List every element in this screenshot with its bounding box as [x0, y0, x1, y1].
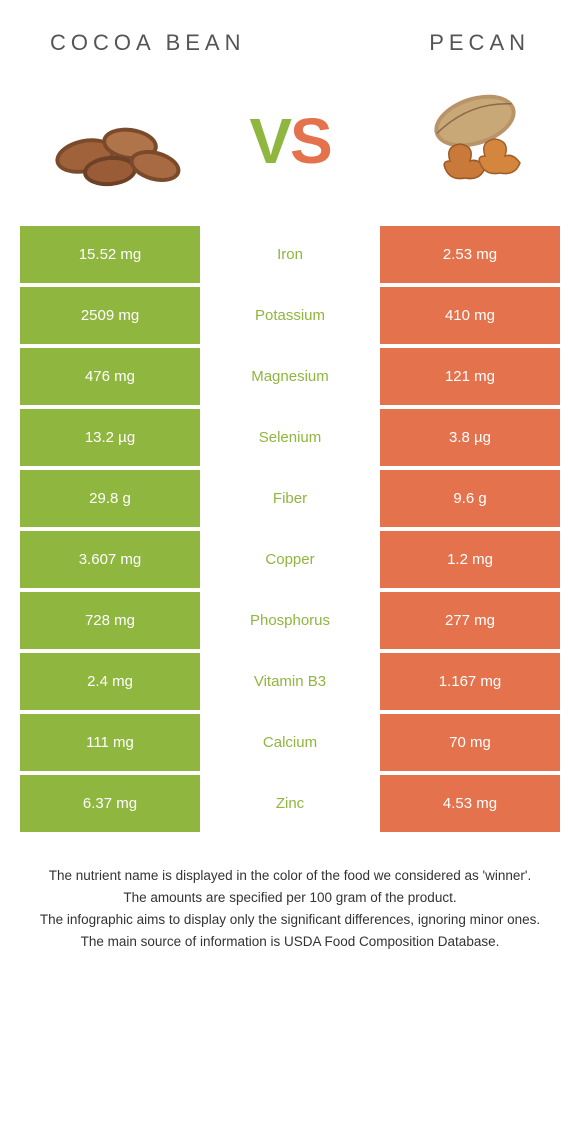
- nutrient-label: Copper: [200, 531, 380, 588]
- table-row: 2.4 mgVitamin B31.167 mg: [20, 653, 560, 710]
- right-value: 410 mg: [380, 287, 560, 344]
- left-value: 29.8 g: [20, 470, 200, 527]
- right-value: 2.53 mg: [380, 226, 560, 283]
- comparison-table: 15.52 mgIron2.53 mg2509 mgPotassium410 m…: [0, 226, 580, 832]
- table-row: 6.37 mgZinc4.53 mg: [20, 775, 560, 832]
- table-row: 13.2 µgSelenium3.8 µg: [20, 409, 560, 466]
- left-title: COCOA BEAN: [50, 30, 245, 56]
- left-value: 13.2 µg: [20, 409, 200, 466]
- nutrient-label: Selenium: [200, 409, 380, 466]
- title-row: COCOA BEAN PECAN: [0, 0, 580, 66]
- left-value: 2509 mg: [20, 287, 200, 344]
- left-value: 111 mg: [20, 714, 200, 771]
- right-value: 1.2 mg: [380, 531, 560, 588]
- footer-line: The infographic aims to display only the…: [25, 910, 555, 931]
- table-row: 728 mgPhosphorus277 mg: [20, 592, 560, 649]
- table-row: 29.8 gFiber9.6 g: [20, 470, 560, 527]
- footer-line: The main source of information is USDA F…: [25, 932, 555, 953]
- cocoa-bean-image: [40, 86, 190, 196]
- vs-label: VS: [249, 104, 330, 178]
- right-value: 70 mg: [380, 714, 560, 771]
- nutrient-label: Magnesium: [200, 348, 380, 405]
- table-row: 2509 mgPotassium410 mg: [20, 287, 560, 344]
- nutrient-label: Potassium: [200, 287, 380, 344]
- right-value: 3.8 µg: [380, 409, 560, 466]
- table-row: 15.52 mgIron2.53 mg: [20, 226, 560, 283]
- footer-line: The nutrient name is displayed in the co…: [25, 866, 555, 887]
- right-value: 4.53 mg: [380, 775, 560, 832]
- infographic: COCOA BEAN PECAN VS: [0, 0, 580, 1144]
- left-value: 728 mg: [20, 592, 200, 649]
- table-row: 3.607 mgCopper1.2 mg: [20, 531, 560, 588]
- nutrient-label: Iron: [200, 226, 380, 283]
- right-value: 1.167 mg: [380, 653, 560, 710]
- footer-notes: The nutrient name is displayed in the co…: [0, 836, 580, 953]
- nutrient-label: Fiber: [200, 470, 380, 527]
- footer-line: The amounts are specified per 100 gram o…: [25, 888, 555, 909]
- left-value: 2.4 mg: [20, 653, 200, 710]
- pecan-image: [390, 86, 540, 196]
- nutrient-label: Calcium: [200, 714, 380, 771]
- left-value: 3.607 mg: [20, 531, 200, 588]
- right-value: 9.6 g: [380, 470, 560, 527]
- table-row: 476 mgMagnesium121 mg: [20, 348, 560, 405]
- hero-row: VS: [0, 66, 580, 226]
- table-row: 111 mgCalcium70 mg: [20, 714, 560, 771]
- right-value: 277 mg: [380, 592, 560, 649]
- nutrient-label: Vitamin B3: [200, 653, 380, 710]
- left-value: 476 mg: [20, 348, 200, 405]
- right-title: PECAN: [429, 30, 530, 56]
- nutrient-label: Phosphorus: [200, 592, 380, 649]
- right-value: 121 mg: [380, 348, 560, 405]
- left-value: 6.37 mg: [20, 775, 200, 832]
- left-value: 15.52 mg: [20, 226, 200, 283]
- nutrient-label: Zinc: [200, 775, 380, 832]
